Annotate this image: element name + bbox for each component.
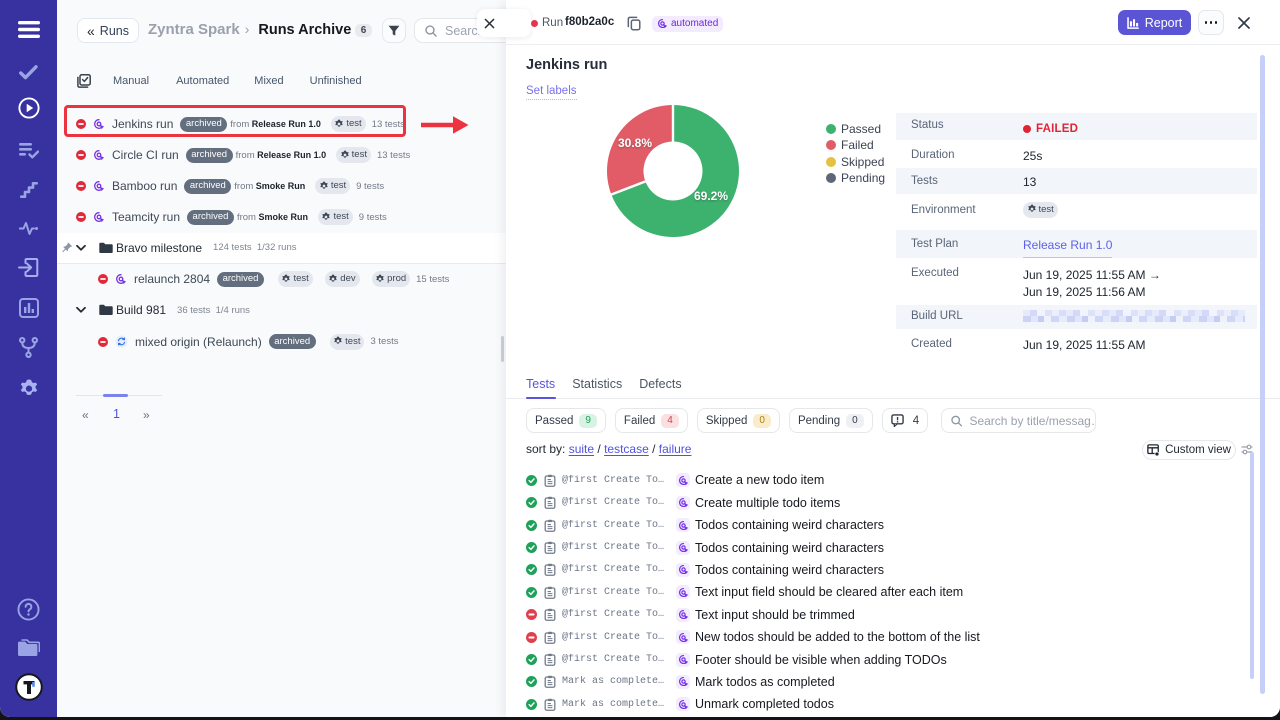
svg-text:30.8%: 30.8% xyxy=(618,136,652,150)
svg-text:69.2%: 69.2% xyxy=(694,189,728,203)
